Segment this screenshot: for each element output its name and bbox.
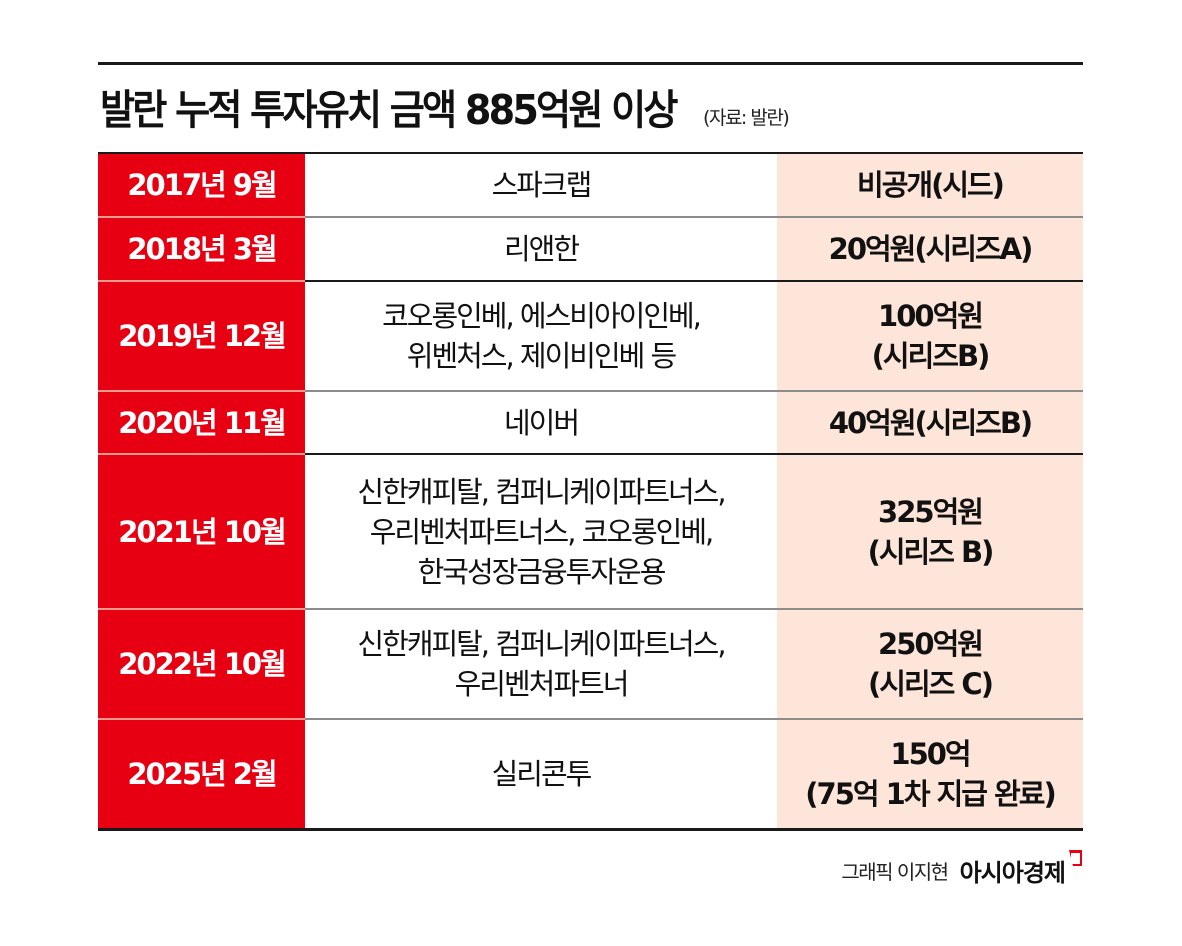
amount-line: 100억원	[878, 299, 984, 333]
investor-line: 리앤한	[503, 232, 580, 266]
table-row: 2022년 10월 신한캐피탈, 컴퍼니케이파트너스, 우리벤처파트너 250억…	[98, 609, 1083, 720]
date-cell: 2022년 10월	[98, 609, 305, 720]
investor-line: 코오롱인베, 에스비아이인베,	[382, 299, 702, 333]
investor-line: 스파크랩	[491, 168, 593, 202]
table-row: 2017년 9월 스파크랩 비공개(시드)	[98, 152, 1083, 218]
amount-line: 150억	[890, 736, 971, 771]
date-cell: 2019년 12월	[98, 281, 305, 392]
amount-line: 20억원(시리즈A)	[828, 232, 1034, 266]
graphic-credit: 그래픽 이지현	[841, 859, 949, 884]
amount-cell: 325억원 (시리즈 B)	[777, 454, 1083, 610]
amount-cell: 20억원(시리즈A)	[777, 217, 1083, 282]
date-cell: 2017년 9월	[98, 152, 305, 218]
investor-cell: 신한캐피탈, 컴퍼니케이파트너스, 우리벤처파트너스, 코오롱인베, 한국성장금…	[305, 454, 777, 610]
amount-line: (시리즈B)	[871, 339, 991, 373]
table-row: 2021년 10월 신한캐피탈, 컴퍼니케이파트너스, 우리벤처파트너스, 코오…	[98, 454, 1083, 610]
amount-cell: 40억원(시리즈B)	[777, 391, 1083, 455]
brand-mark-icon	[1069, 850, 1082, 866]
header: 발란 누적 투자유치 금액 885억원 이상 (자료: 발란)	[100, 76, 790, 136]
investor-cell: 실리콘투	[305, 719, 777, 831]
investor-cell: 네이버	[305, 391, 777, 455]
page-title: 발란 누적 투자유치 금액 885억원 이상	[100, 86, 679, 134]
table-row: 2020년 11월 네이버 40억원(시리즈B)	[98, 391, 1083, 455]
investor-line: 신한캐피탈, 컴퍼니케이파트너스,	[357, 627, 726, 661]
table-row: 2019년 12월 코오롱인베, 에스비아이인베, 위벤처스, 제이비인베 등 …	[98, 281, 1083, 392]
date-cell: 2025년 2월	[98, 719, 305, 831]
table-row: 2018년 3월 리앤한 20억원(시리즈A)	[98, 217, 1083, 282]
investor-cell: 리앤한	[305, 217, 777, 282]
source-note: (자료: 발란)	[703, 107, 790, 129]
amount-cell: 250억원 (시리즈 C)	[777, 609, 1083, 720]
date-cell: 2020년 11월	[98, 391, 305, 455]
amount-line: 비공개(시드)	[857, 168, 1005, 202]
investor-cell: 스파크랩	[305, 152, 777, 218]
table-row: 2025년 2월 실리콘투 150억 (75억 1차 지급 완료)	[98, 719, 1083, 831]
amount-cell: 150억 (75억 1차 지급 완료)	[777, 719, 1083, 831]
amount-line: 250억원	[878, 627, 984, 661]
amount-cell: 비공개(시드)	[777, 152, 1083, 218]
investor-line: 네이버	[503, 405, 580, 440]
brand-logo: 아시아경제	[959, 858, 1066, 887]
investor-line: 위벤처스, 제이비인베 등	[406, 339, 677, 373]
amount-line: 325억원	[878, 494, 984, 529]
amount-line: 40억원(시리즈B)	[828, 405, 1033, 440]
investor-line: 신한캐피탈, 컴퍼니케이파트너스,	[357, 474, 726, 509]
date-cell: 2018년 3월	[98, 217, 305, 282]
investor-line: 실리콘투	[491, 756, 593, 791]
date-cell: 2021년 10월	[98, 454, 305, 610]
investor-cell: 신한캐피탈, 컴퍼니케이파트너스, 우리벤처파트너	[305, 609, 777, 720]
amount-line: (시리즈 C)	[868, 667, 994, 701]
top-rule	[98, 62, 1083, 65]
investor-line: 우리벤처파트너스, 코오롱인베,	[369, 514, 715, 549]
investment-table: 2017년 9월 스파크랩 비공개(시드) 2018년 3월 리앤한 20억원(…	[98, 152, 1083, 831]
amount-cell: 100억원 (시리즈B)	[777, 281, 1083, 392]
investor-cell: 코오롱인베, 에스비아이인베, 위벤처스, 제이비인베 등	[305, 281, 777, 392]
amount-line: (시리즈 B)	[867, 534, 995, 569]
footer: 그래픽 이지현 아시아경제	[841, 850, 1082, 890]
investor-line: 한국성장금융투자운용	[417, 554, 667, 589]
investor-line: 우리벤처파트너	[454, 667, 630, 701]
amount-line: (75억 1차 지급 완료)	[805, 776, 1056, 811]
